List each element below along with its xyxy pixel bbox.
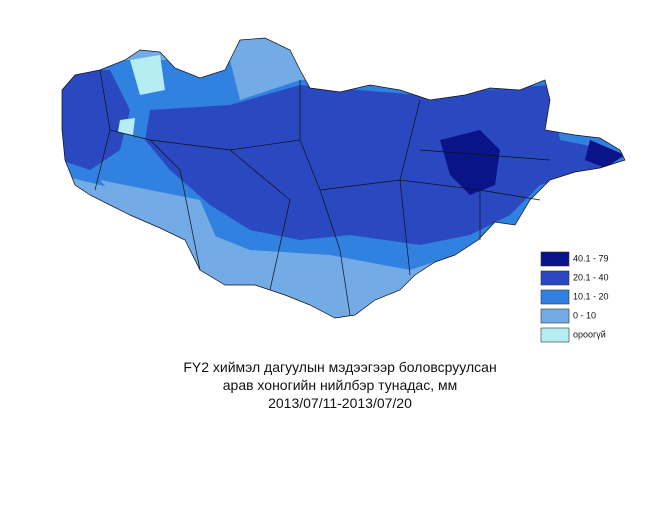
legend-label: 20.1 - 40: [573, 272, 609, 282]
legend: 40.1 - 79 20.1 - 40 10.1 - 20 0 - 10 ороогүй: [540, 251, 609, 343]
title-line: арав хоногийн нийлбэр тунадас, мм: [223, 377, 458, 393]
legend-swatch: [540, 270, 570, 286]
legend-swatch: [540, 251, 570, 267]
boundaries: [61, 37, 626, 319]
legend-swatch: [540, 289, 570, 305]
caption: FY2 хиймэл дагуулын мэдээгээр боловсруул…: [183, 359, 496, 411]
title-line: 2013/07/11-2013/07/20: [268, 395, 412, 411]
title-line: FY2 хиймэл дагуулын мэдээгээр боловсруул…: [183, 359, 496, 375]
legend-label: 0 - 10: [573, 310, 596, 320]
legend-swatch: [540, 308, 570, 324]
legend-swatch: [540, 327, 570, 343]
legend-label: 40.1 - 79: [573, 253, 609, 263]
legend-label: ороогүй: [573, 329, 606, 339]
legend-label: 10.1 - 20: [573, 291, 609, 301]
